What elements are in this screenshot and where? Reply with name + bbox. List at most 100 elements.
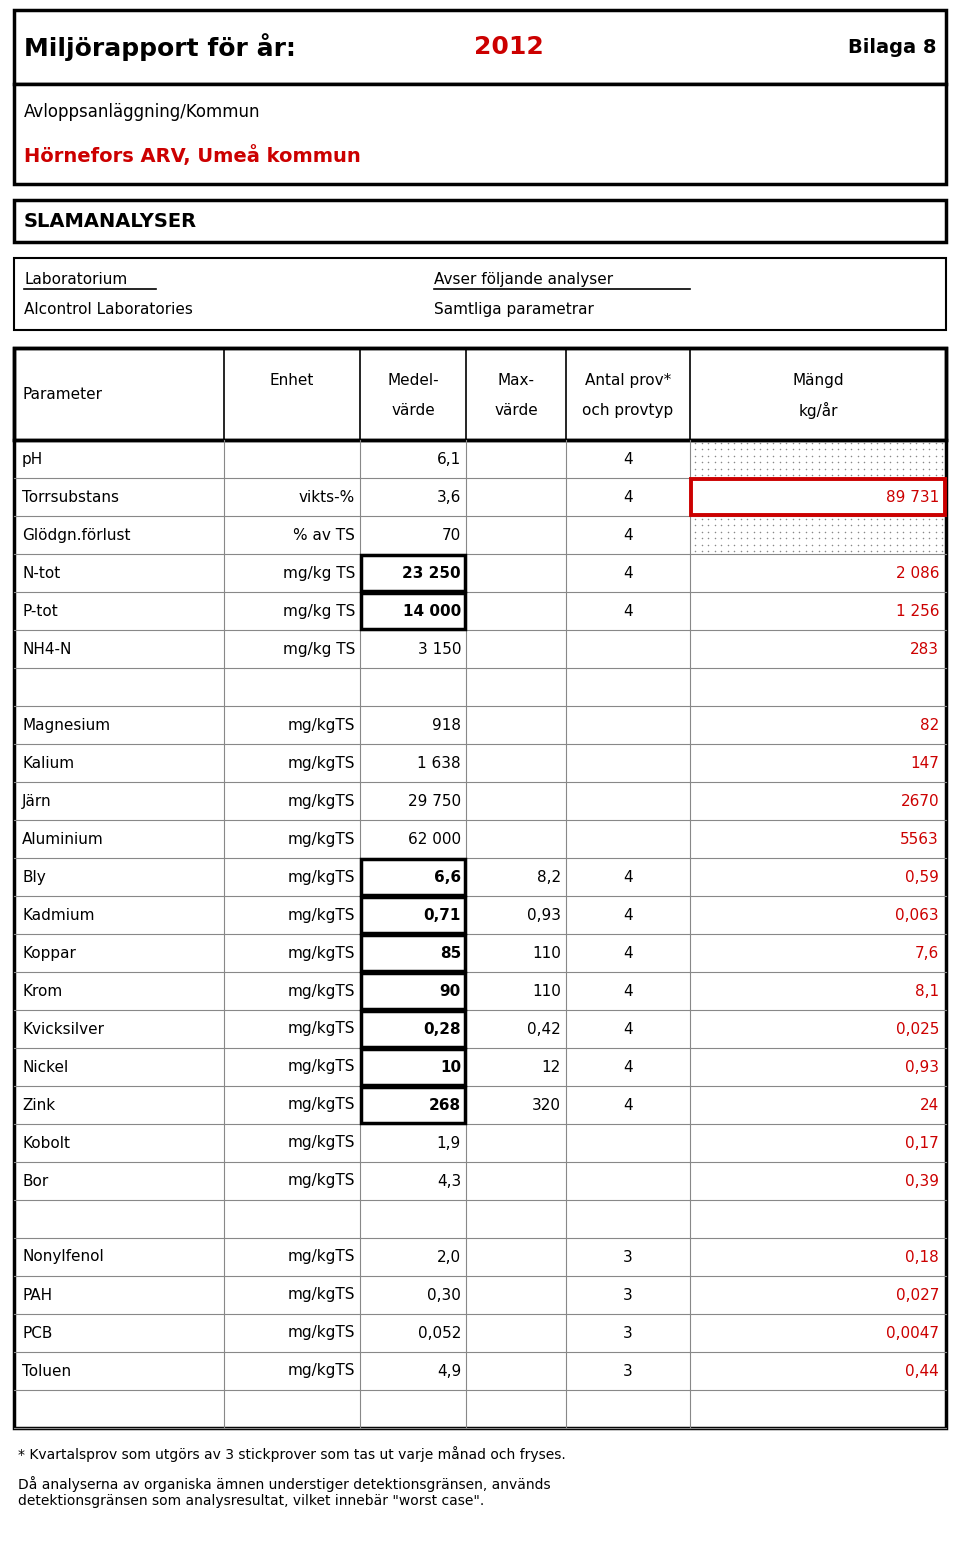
Text: Glödgn.förlust: Glödgn.förlust: [22, 528, 131, 542]
Text: P-tot: P-tot: [22, 604, 58, 618]
Text: Torrsubstans: Torrsubstans: [22, 489, 119, 504]
Text: mg/kg TS: mg/kg TS: [282, 565, 355, 581]
Text: Toluen: Toluen: [22, 1364, 71, 1378]
Text: pH: pH: [22, 452, 43, 467]
Text: mg/kg TS: mg/kg TS: [282, 604, 355, 618]
Bar: [361, 593, 465, 629]
Text: Max-: Max-: [497, 372, 535, 388]
Text: Bor: Bor: [22, 1174, 48, 1188]
Text: Koppar: Koppar: [22, 945, 76, 961]
Bar: [361, 1010, 465, 1046]
Text: 85: 85: [440, 945, 461, 961]
Text: 7,6: 7,6: [915, 945, 939, 961]
Bar: [361, 1087, 465, 1123]
Text: NH4-N: NH4-N: [22, 641, 71, 657]
Text: 4: 4: [623, 528, 633, 542]
Text: kg/år: kg/år: [799, 402, 838, 419]
Text: vikts-%: vikts-%: [299, 489, 355, 504]
Text: Bilaga 8: Bilaga 8: [848, 37, 936, 56]
Text: 0,42: 0,42: [527, 1021, 561, 1037]
Bar: [14, 199, 946, 241]
Text: 4,9: 4,9: [437, 1364, 461, 1378]
Text: mg/kgTS: mg/kgTS: [287, 1250, 355, 1264]
Text: 4: 4: [623, 1098, 633, 1113]
Bar: [361, 936, 465, 972]
Text: Medel-: Medel-: [387, 372, 439, 388]
Text: mg/kgTS: mg/kgTS: [287, 1174, 355, 1188]
Text: Då analyserna av organiska ämnen understiger detektionsgränsen, används
detektio: Då analyserna av organiska ämnen underst…: [18, 1476, 551, 1509]
Text: Krom: Krom: [22, 984, 62, 998]
Text: PCB: PCB: [22, 1325, 53, 1341]
Bar: [14, 84, 946, 184]
Text: Enhet: Enhet: [270, 372, 314, 388]
Text: Zink: Zink: [22, 1098, 55, 1113]
Text: 0,027: 0,027: [896, 1288, 939, 1303]
Text: 29 750: 29 750: [408, 794, 461, 808]
Text: Hörnefors ARV, Umeå kommun: Hörnefors ARV, Umeå kommun: [24, 145, 361, 167]
Text: värde: värde: [391, 403, 435, 419]
Bar: [361, 554, 465, 592]
Text: 2012: 2012: [474, 34, 543, 59]
Text: 0,28: 0,28: [423, 1021, 461, 1037]
Text: 14 000: 14 000: [403, 604, 461, 618]
Bar: [14, 349, 946, 441]
Text: 3: 3: [623, 1250, 633, 1264]
Text: 1,9: 1,9: [437, 1135, 461, 1151]
Text: mg/kgTS: mg/kgTS: [287, 1098, 355, 1113]
Text: Kobolt: Kobolt: [22, 1135, 70, 1151]
Text: värde: värde: [494, 403, 538, 419]
Text: PAH: PAH: [22, 1288, 52, 1303]
Text: 6,6: 6,6: [434, 869, 461, 884]
Bar: [361, 973, 465, 1009]
Text: Järn: Järn: [22, 794, 52, 808]
Text: 4: 4: [623, 945, 633, 961]
Text: mg/kgTS: mg/kgTS: [287, 945, 355, 961]
Text: Kvicksilver: Kvicksilver: [22, 1021, 104, 1037]
Text: SLAMANALYSER: SLAMANALYSER: [24, 212, 197, 230]
Bar: [14, 349, 946, 1428]
Text: * Kvartalsprov som utgörs av 3 stickprover som tas ut varje månad och fryses.: * Kvartalsprov som utgörs av 3 stickprov…: [18, 1446, 565, 1462]
Text: Parameter: Parameter: [22, 386, 102, 402]
Text: 1 256: 1 256: [896, 604, 939, 618]
Text: 3: 3: [623, 1325, 633, 1341]
Text: mg/kgTS: mg/kgTS: [287, 1325, 355, 1341]
Text: Kadmium: Kadmium: [22, 908, 94, 922]
Text: Bly: Bly: [22, 869, 46, 884]
Text: mg/kgTS: mg/kgTS: [287, 984, 355, 998]
Bar: [14, 258, 946, 330]
Text: 5563: 5563: [900, 831, 939, 847]
Text: 62 000: 62 000: [408, 831, 461, 847]
Text: 918: 918: [432, 718, 461, 732]
Text: Magnesium: Magnesium: [22, 718, 110, 732]
Text: 3: 3: [623, 1288, 633, 1303]
Text: 24: 24: [920, 1098, 939, 1113]
Text: 147: 147: [910, 755, 939, 771]
Text: 0,44: 0,44: [905, 1364, 939, 1378]
Text: 0,0047: 0,0047: [886, 1325, 939, 1341]
Text: Antal prov*: Antal prov*: [585, 372, 671, 388]
Text: 4: 4: [623, 908, 633, 922]
Text: mg/kg TS: mg/kg TS: [282, 641, 355, 657]
Text: 0,39: 0,39: [905, 1174, 939, 1188]
Text: mg/kgTS: mg/kgTS: [287, 1364, 355, 1378]
Text: Nonylfenol: Nonylfenol: [22, 1250, 104, 1264]
Text: % av TS: % av TS: [293, 528, 355, 542]
Text: 23 250: 23 250: [402, 565, 461, 581]
Bar: [691, 480, 945, 515]
Text: 4: 4: [623, 984, 633, 998]
Text: 110: 110: [532, 945, 561, 961]
Text: Avser följande analyser: Avser följande analyser: [434, 272, 613, 286]
Text: 0,59: 0,59: [905, 869, 939, 884]
Text: 82: 82: [920, 718, 939, 732]
Text: 0,063: 0,063: [896, 908, 939, 922]
Text: N-tot: N-tot: [22, 565, 60, 581]
Text: 0,17: 0,17: [905, 1135, 939, 1151]
Text: 10: 10: [440, 1059, 461, 1074]
Text: 0,18: 0,18: [905, 1250, 939, 1264]
Text: 8,1: 8,1: [915, 984, 939, 998]
Text: Mängd: Mängd: [792, 372, 844, 388]
Text: 268: 268: [429, 1098, 461, 1113]
Bar: [361, 897, 465, 933]
Text: 12: 12: [541, 1059, 561, 1074]
Bar: [14, 9, 946, 84]
